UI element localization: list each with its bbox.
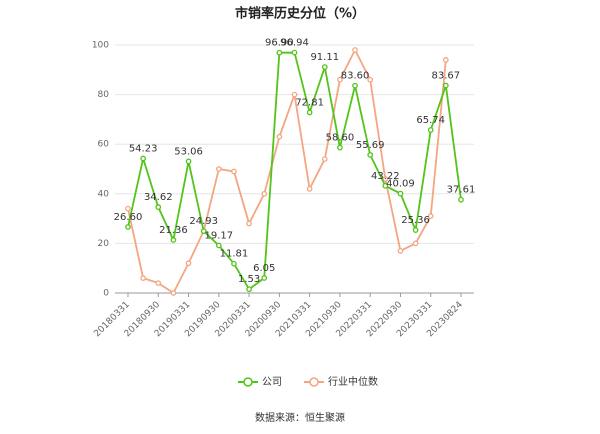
y-tick-label: 80 — [98, 90, 110, 100]
data-label: 37.61 — [447, 185, 476, 196]
point — [170, 290, 177, 296]
data-label: 1.53 — [238, 274, 260, 285]
point — [215, 242, 222, 249]
point — [352, 82, 358, 89]
point — [155, 280, 162, 286]
point — [458, 196, 464, 203]
point — [382, 182, 389, 189]
point — [321, 64, 328, 70]
y-tick-label: 0 — [103, 289, 109, 299]
point — [443, 57, 449, 63]
series-line — [127, 51, 462, 291]
data-label: 96.94 — [280, 38, 309, 49]
point — [291, 49, 298, 56]
point — [337, 144, 343, 151]
y-tick-label: 100 — [92, 41, 109, 51]
data-label: 24.93 — [189, 216, 218, 227]
point — [291, 91, 298, 98]
data-label: 19.17 — [204, 230, 233, 241]
point — [125, 224, 131, 230]
point — [261, 275, 268, 281]
point — [321, 156, 328, 162]
data-label: 43.22 — [371, 171, 400, 182]
data-label: 58.60 — [326, 133, 355, 144]
data-label: 26.60 — [114, 212, 143, 223]
data-label: 65.74 — [416, 115, 445, 126]
data-label: 83.67 — [432, 70, 461, 81]
data-label: 6.05 — [253, 263, 275, 274]
point — [276, 133, 283, 140]
point — [382, 176, 389, 182]
point — [185, 260, 192, 267]
point — [367, 76, 374, 83]
legend-label: 行业中位数 — [328, 375, 378, 388]
data-label: 11.81 — [220, 249, 249, 260]
y-tick-label: 20 — [98, 239, 110, 249]
data-label: 83.60 — [341, 71, 370, 82]
point — [246, 286, 252, 293]
point — [412, 240, 419, 247]
point — [246, 220, 252, 227]
legend-marker — [243, 377, 253, 387]
chart-title: 市销率历史分位（%） — [235, 6, 365, 22]
y-tick-label: 40 — [98, 189, 110, 199]
point — [367, 152, 374, 158]
point — [140, 275, 146, 281]
point — [170, 237, 177, 243]
data-label: 21.36 — [159, 225, 188, 236]
data-label: 34.62 — [144, 192, 173, 203]
point — [306, 109, 313, 116]
point — [231, 260, 237, 267]
data-label: 55.69 — [356, 140, 385, 151]
point — [397, 190, 404, 197]
source-note: 数据来源：恒生聚源 — [255, 411, 345, 424]
point — [185, 158, 192, 165]
point — [397, 247, 404, 254]
point — [215, 166, 222, 172]
point — [352, 47, 358, 53]
point — [306, 185, 313, 192]
point — [261, 190, 268, 197]
point — [231, 168, 237, 175]
point — [427, 127, 434, 133]
data-label: 25.36 — [401, 215, 430, 226]
point — [125, 205, 131, 212]
data-label: 91.11 — [310, 52, 339, 63]
data-label: 54.23 — [129, 144, 158, 155]
legend-label: 公司 — [262, 377, 282, 388]
point — [276, 49, 283, 56]
point — [140, 155, 146, 162]
y-tick-label: 60 — [98, 140, 110, 150]
point — [155, 204, 162, 210]
point — [427, 213, 434, 219]
data-label: 96.90 — [265, 38, 294, 49]
point — [200, 228, 207, 235]
data-label: 72.81 — [295, 97, 324, 108]
data-label: 40.09 — [386, 179, 415, 190]
point — [443, 82, 449, 89]
data-label: 53.06 — [174, 146, 203, 157]
point — [337, 76, 343, 83]
point — [412, 227, 419, 233]
legend-marker — [309, 377, 319, 387]
series-line — [127, 47, 447, 295]
